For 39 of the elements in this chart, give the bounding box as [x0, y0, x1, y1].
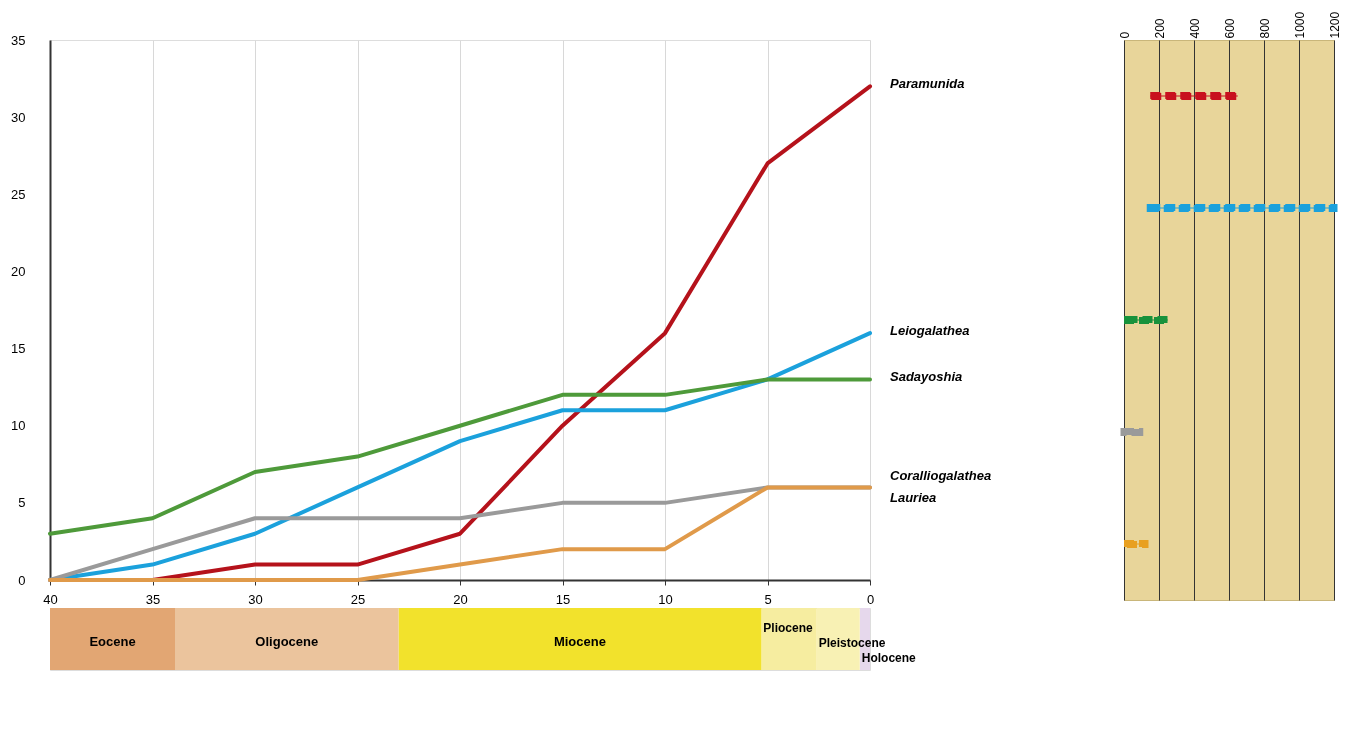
series-label: Miocene [553, 634, 606, 650]
series-label: Paramunida [890, 76, 965, 92]
line-series [48, 377, 872, 536]
bar [50, 608, 176, 670]
y-tick-label: 5 [18, 495, 26, 511]
y-tick-label: 25 [11, 186, 26, 202]
x-tick-label: 200 [1152, 18, 1167, 39]
series-label: Coralliogalathea [890, 468, 992, 484]
x-tick-label: 30 [248, 591, 263, 607]
x-tick-label: 25 [350, 591, 366, 607]
x-tick-label: 20 [453, 591, 468, 607]
x-tick-label: 1200 [1327, 11, 1342, 39]
x-tick-label: 800 [1257, 18, 1272, 39]
series-label: Lauriea [890, 490, 937, 506]
y-tick-label: 30 [11, 109, 26, 125]
series-label: Leiogalathea [890, 323, 970, 339]
series-label: Sadayoshia [890, 369, 963, 385]
x-tick-label: 0 [1117, 31, 1132, 39]
x-tick-label: 15 [555, 591, 571, 607]
series-label: Eocene [89, 634, 136, 650]
y-tick-label: 10 [11, 418, 26, 434]
x-tick-label: 0 [866, 591, 875, 607]
x-tick-label: 10 [658, 591, 673, 607]
x-tick-label: 1000 [1292, 11, 1307, 39]
series-label: Holocene [861, 651, 917, 665]
y-tick-label: 20 [11, 263, 26, 279]
bar [398, 608, 762, 670]
y-tick-label: 0 [18, 572, 26, 588]
bar [761, 608, 817, 670]
series-label: Pleistocene [818, 636, 886, 650]
x-tick-label: 35 [145, 591, 161, 607]
x-tick-label: 400 [1187, 18, 1202, 39]
x-tick-label: 600 [1222, 18, 1237, 39]
bar [175, 608, 399, 670]
x-tick-label: 40 [43, 591, 58, 607]
series-label: Oligocene [255, 634, 319, 650]
series-label: Pliocene [763, 621, 814, 635]
x-tick-label: 5 [764, 591, 772, 607]
y-tick-label: 15 [11, 341, 26, 357]
